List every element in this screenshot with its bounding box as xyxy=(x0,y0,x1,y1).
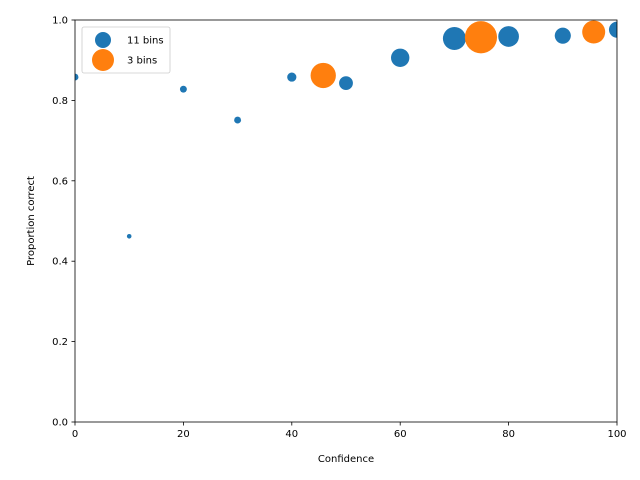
y-tick-label: 0.8 xyxy=(52,96,68,107)
data-point-11-bins xyxy=(126,233,132,239)
y-tick-label: 1.0 xyxy=(52,16,68,27)
axis-ticks: 0 20 40 60 80 100 0.0 0.2 0.4 0.6 0.8 1.0 xyxy=(52,16,626,441)
data-point-3-bins xyxy=(464,21,498,54)
legend-marker-11-bins xyxy=(95,32,111,48)
x-tick-label: 60 xyxy=(394,429,407,440)
legend: 11 bins 3 bins xyxy=(81,26,171,74)
legend-label-3-bins: 3 bins xyxy=(127,56,157,67)
y-axis-label: Proportion correct xyxy=(26,176,37,266)
plot-area xyxy=(75,20,617,239)
y-tick-label: 0.4 xyxy=(52,257,68,268)
x-axis-label: Confidence xyxy=(318,454,374,465)
axes-frame xyxy=(74,19,618,423)
data-point-11-bins xyxy=(339,76,353,91)
data-point-11-bins xyxy=(287,72,297,82)
x-tick-label: 40 xyxy=(285,429,298,440)
y-tick-label: 0.6 xyxy=(52,176,68,187)
data-point-11-bins xyxy=(608,21,617,38)
legend-marker-3-bins xyxy=(92,49,114,71)
x-tick-label: 0 xyxy=(72,429,78,440)
data-point-11-bins xyxy=(498,26,519,47)
x-tick-label: 20 xyxy=(177,429,190,440)
x-tick-label: 80 xyxy=(502,429,515,440)
legend-label-11-bins: 11 bins xyxy=(127,36,164,47)
data-point-11-bins xyxy=(179,85,187,93)
data-point-11-bins xyxy=(554,27,571,44)
data-point-11-bins xyxy=(391,48,410,67)
data-point-11-bins xyxy=(442,26,466,50)
data-point-11-bins xyxy=(75,73,79,81)
data-point-3-bins xyxy=(582,20,606,44)
data-point-11-bins xyxy=(234,116,242,124)
y-tick-label: 0.2 xyxy=(52,337,68,348)
y-tick-label: 0.0 xyxy=(52,418,68,429)
x-tick-label: 100 xyxy=(607,429,626,440)
data-point-3-bins xyxy=(310,62,336,89)
